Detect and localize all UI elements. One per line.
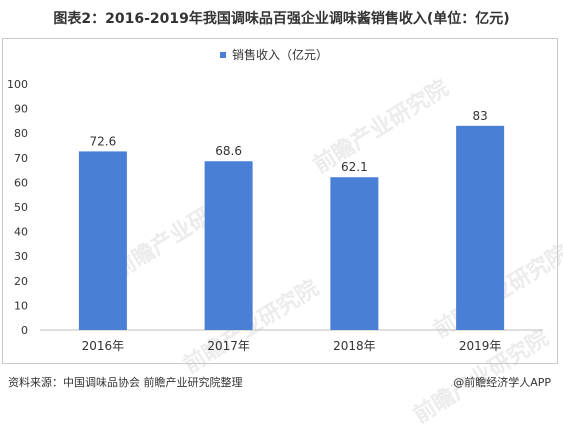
bar — [204, 161, 253, 330]
data-label: 62.1 — [341, 160, 368, 174]
y-tick-label: 60 — [14, 176, 28, 189]
footer: 资料来源：中国调味品协会 前瞻产业研究院整理 @前瞻经济学人APP — [0, 366, 563, 400]
x-tick-label: 2016年 — [82, 339, 125, 353]
y-tick-label: 0 — [21, 324, 28, 337]
y-tick-label: 10 — [14, 299, 28, 312]
x-tick-label: 2018年 — [333, 339, 376, 353]
legend-label: 销售收入（亿元） — [232, 47, 328, 62]
x-tick-label: 2019年 — [459, 339, 502, 353]
y-tick-label: 100 — [7, 78, 28, 91]
bar — [78, 151, 127, 330]
y-tick-label: 70 — [14, 152, 28, 165]
chart-title: 图表2：2016-2019年我国调味品百强企业调味酱销售收入(单位：亿元) — [53, 11, 510, 27]
y-tick-label: 90 — [14, 103, 28, 116]
chart-frame: 前瞻产业研究院 前瞻产业研究院 前瞻产业研究院 前瞻产业研究院 前瞻产业研究院 — [2, 38, 563, 429]
y-tick-label: 50 — [14, 201, 28, 214]
data-label: 68.6 — [215, 144, 242, 158]
bar-chart: 0 10 20 30 40 50 60 70 80 90 100 销售收入（亿元） 72.6 2016年 6… — [7, 47, 543, 353]
bar — [456, 125, 505, 330]
y-tick-label: 20 — [14, 275, 28, 288]
legend-marker — [220, 52, 226, 58]
source-note: 资料来源：中国调味品协会 前瞻产业研究院整理 — [8, 376, 243, 389]
bar — [330, 177, 379, 330]
data-label: 72.6 — [90, 134, 117, 148]
y-tick-label: 40 — [14, 226, 28, 239]
y-tick-label: 80 — [14, 127, 28, 140]
data-label: 83 — [472, 109, 487, 123]
y-tick-label: 30 — [14, 250, 28, 263]
brand-credit: @前瞻经济学人APP — [453, 376, 551, 389]
x-tick-label: 2017年 — [207, 339, 250, 353]
